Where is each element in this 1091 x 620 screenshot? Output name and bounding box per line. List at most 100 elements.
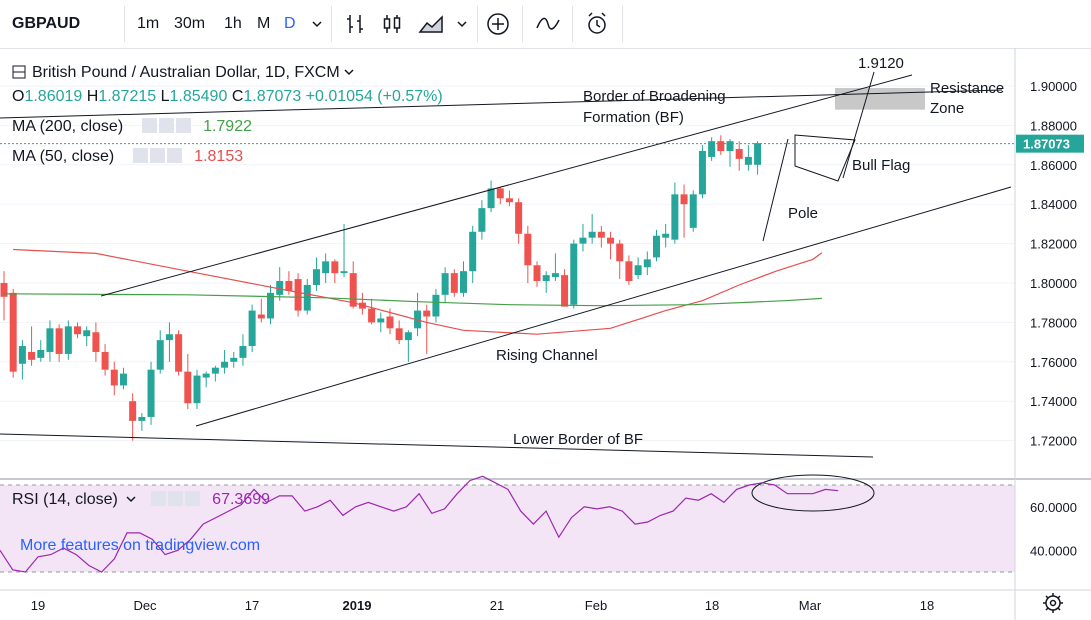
candle-body[interactable]: [735, 149, 743, 159]
candle-body[interactable]: [505, 198, 513, 203]
candle-body[interactable]: [395, 328, 403, 341]
candle-body[interactable]: [349, 273, 357, 307]
candle-body[interactable]: [368, 308, 376, 323]
candle-body[interactable]: [64, 326, 72, 354]
candle-body[interactable]: [561, 275, 569, 307]
candle-body[interactable]: [478, 208, 486, 232]
candle-body[interactable]: [322, 261, 330, 274]
chevron-down-icon[interactable]: [344, 67, 354, 77]
indicators-icon[interactable]: [534, 12, 562, 36]
interval-1h[interactable]: 1h: [224, 15, 242, 32]
ma200-controls[interactable]: [141, 118, 193, 135]
candle-body[interactable]: [165, 334, 173, 341]
candle-body[interactable]: [533, 265, 541, 282]
candle-body[interactable]: [184, 371, 192, 404]
candle-body[interactable]: [83, 330, 91, 337]
candle-body[interactable]: [202, 373, 210, 378]
candle-body[interactable]: [257, 314, 265, 319]
bf-lower-border[interactable]: [0, 433, 874, 458]
candle-body[interactable]: [37, 349, 45, 358]
candle-body[interactable]: [230, 357, 238, 362]
candle-body[interactable]: [671, 194, 679, 240]
chevron-down-icon[interactable]: [456, 18, 468, 30]
candle-body[interactable]: [460, 271, 467, 293]
candle-body[interactable]: [625, 261, 633, 282]
candle-body[interactable]: [101, 351, 109, 370]
candle-body[interactable]: [597, 231, 605, 238]
bf-upper-border[interactable]: [0, 89, 1003, 119]
resistance-zone[interactable]: [835, 87, 925, 110]
candle-body[interactable]: [138, 416, 146, 421]
collapse-icon[interactable]: [12, 65, 26, 79]
candle-body[interactable]: [92, 332, 100, 352]
candle-body[interactable]: [616, 243, 624, 262]
candle-body[interactable]: [469, 231, 477, 272]
eye-icon[interactable]: [132, 148, 148, 163]
interval-month[interactable]: M: [257, 15, 271, 32]
gear-icon[interactable]: [167, 491, 183, 506]
candle-body[interactable]: [652, 235, 660, 258]
candle-body[interactable]: [312, 269, 320, 285]
candle-body[interactable]: [634, 265, 642, 276]
eye-icon[interactable]: [150, 491, 166, 506]
candle-body[interactable]: [276, 281, 284, 295]
candle-body[interactable]: [542, 275, 550, 282]
candle-body[interactable]: [524, 233, 532, 266]
candle-body[interactable]: [726, 141, 734, 152]
candle-body[interactable]: [147, 369, 155, 417]
candle-body[interactable]: [28, 351, 36, 360]
candle-body[interactable]: [662, 233, 670, 238]
candle-body[interactable]: [698, 151, 706, 195]
ma50-legend[interactable]: MA (50, close) 1.8153: [12, 148, 243, 166]
candle-body[interactable]: [221, 361, 229, 368]
bar-chart-icon[interactable]: [343, 12, 367, 36]
candle-body[interactable]: [129, 401, 137, 421]
candle-body[interactable]: [46, 328, 54, 352]
candle-body[interactable]: [708, 141, 716, 157]
candle-body[interactable]: [248, 310, 256, 347]
eye-icon[interactable]: [141, 118, 157, 133]
candle-body[interactable]: [607, 237, 615, 244]
chevron-down-icon[interactable]: [126, 494, 136, 504]
candle-body[interactable]: [551, 273, 559, 278]
channel-lower-line[interactable]: [195, 186, 1012, 427]
candle-body[interactable]: [441, 273, 449, 295]
bull-flag-shape[interactable]: [794, 134, 856, 182]
candle-body[interactable]: [9, 292, 17, 372]
interval-day[interactable]: D: [284, 15, 296, 32]
close-icon[interactable]: [184, 491, 200, 506]
candle-body[interactable]: [487, 188, 495, 209]
candle-body[interactable]: [110, 369, 118, 386]
close-icon[interactable]: [166, 148, 182, 163]
candle-body[interactable]: [239, 346, 247, 358]
ma50-controls[interactable]: [132, 148, 184, 165]
candle-body[interactable]: [340, 271, 348, 274]
area-chart-icon[interactable]: [418, 12, 446, 36]
candles-icon[interactable]: [380, 12, 404, 36]
candle-body[interactable]: [294, 279, 302, 311]
candle-body[interactable]: [386, 316, 394, 329]
rsi-controls[interactable]: [150, 491, 202, 508]
candle-body[interactable]: [570, 243, 578, 305]
candle-body[interactable]: [717, 141, 725, 152]
rsi-highlight-ellipse[interactable]: [751, 474, 875, 512]
candle-body[interactable]: [680, 194, 688, 205]
interval-30m[interactable]: 30m: [174, 15, 206, 32]
interval-1m[interactable]: 1m: [137, 15, 160, 32]
target-projection-line[interactable]: [842, 71, 875, 179]
candle-body[interactable]: [119, 373, 127, 386]
candle-body[interactable]: [744, 156, 752, 165]
settings-gear-icon[interactable]: [1043, 593, 1063, 613]
candle-body[interactable]: [267, 292, 275, 319]
candle-body[interactable]: [285, 281, 293, 291]
candle-body[interactable]: [450, 273, 458, 293]
candle-body[interactable]: [55, 328, 63, 354]
close-icon[interactable]: [175, 118, 191, 133]
candle-body[interactable]: [432, 294, 440, 317]
candle-body[interactable]: [496, 188, 504, 199]
gear-icon[interactable]: [158, 118, 174, 133]
candle-body[interactable]: [156, 340, 164, 370]
candle-body[interactable]: [754, 143, 762, 165]
candle-body[interactable]: [193, 375, 201, 404]
candle-body[interactable]: [211, 367, 219, 374]
